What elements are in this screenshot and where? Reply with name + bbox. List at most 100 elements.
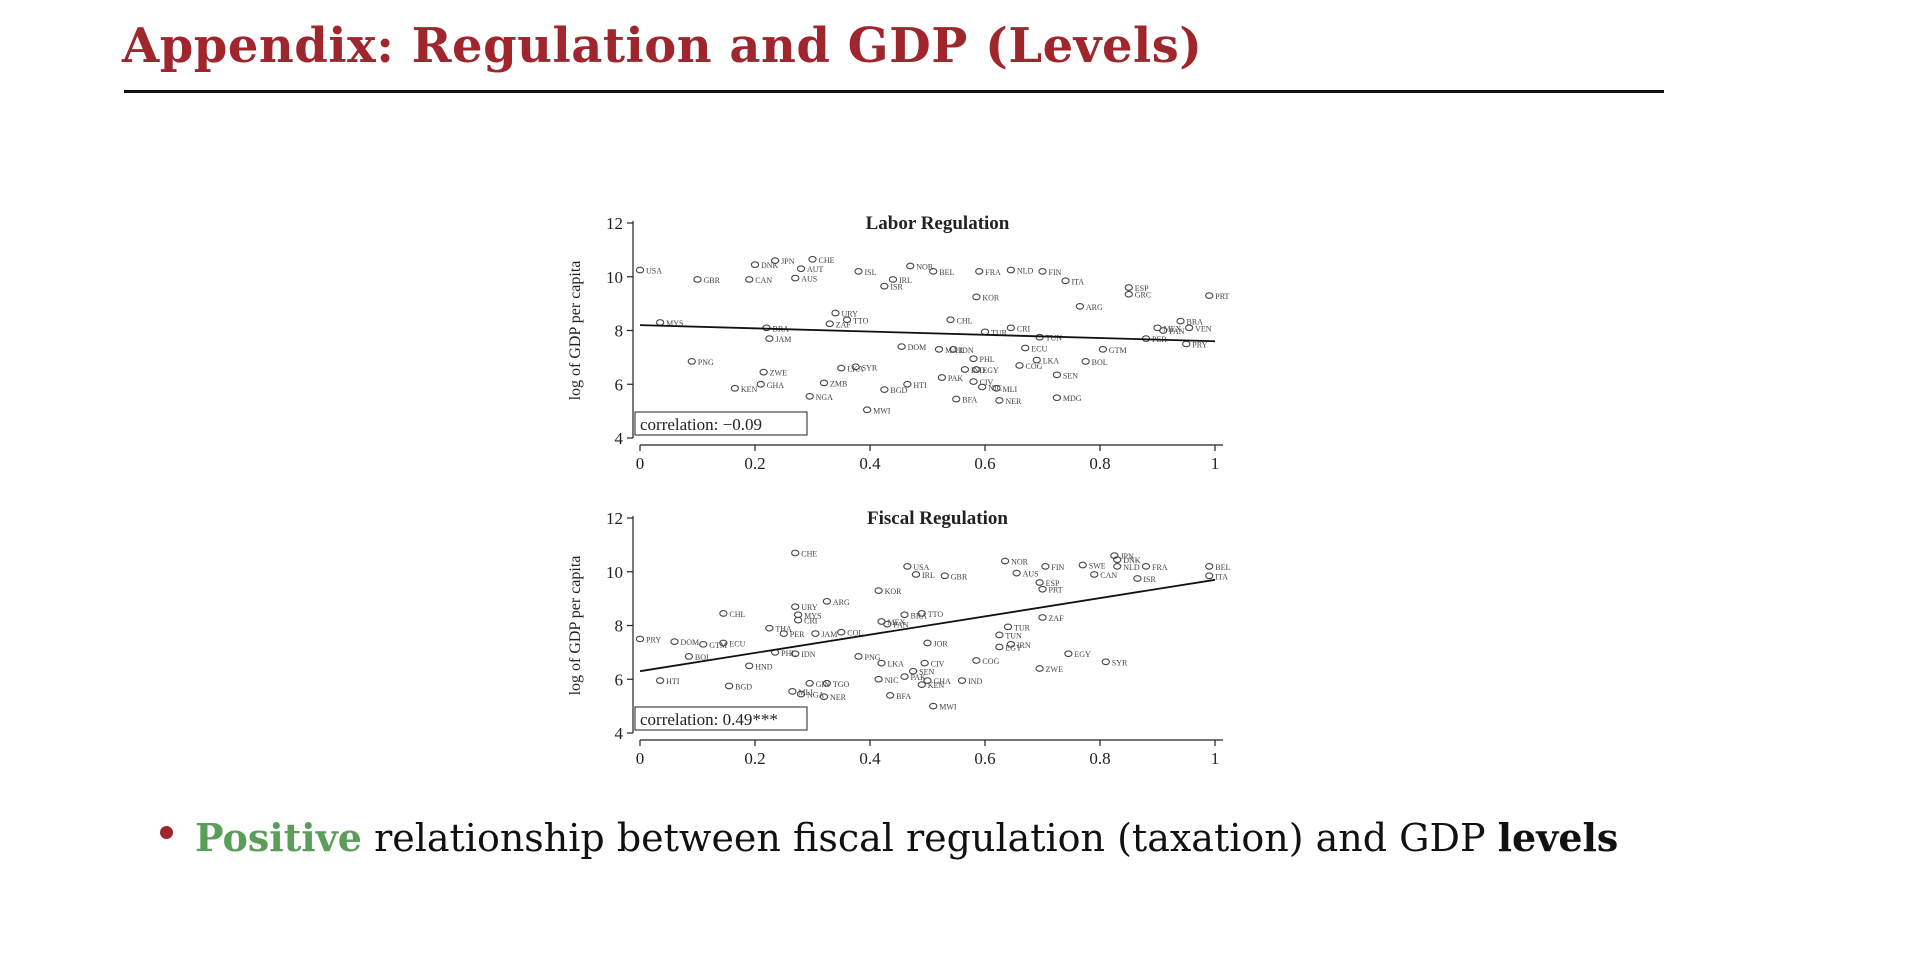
scatter-point xyxy=(791,549,800,557)
point-label: JPN xyxy=(781,257,795,266)
point-label: ARG xyxy=(1086,303,1103,312)
point-label: SEN xyxy=(919,668,934,677)
point-label: CHL xyxy=(729,610,745,619)
point-label: PER xyxy=(790,630,805,639)
scatter-point xyxy=(791,274,800,282)
scatter-point xyxy=(1006,266,1016,274)
scatter-point xyxy=(957,677,967,684)
point-label: SYR xyxy=(862,363,878,372)
scatter-point xyxy=(1205,292,1214,299)
scatter-point xyxy=(1176,317,1185,325)
point-label: PNG xyxy=(865,653,881,662)
point-label: AUS xyxy=(1023,570,1039,579)
point-label: URY xyxy=(842,310,859,319)
scatter-point xyxy=(822,679,832,687)
title-divider xyxy=(124,90,1664,93)
bullet-bold-text: levels xyxy=(1497,815,1619,860)
scatter-point xyxy=(765,624,774,632)
scatter-point xyxy=(791,603,800,611)
point-label: IRL xyxy=(922,571,935,580)
point-label: JAM xyxy=(821,630,837,639)
point-label: LKA xyxy=(847,365,864,374)
scatter-point xyxy=(1113,556,1122,564)
scatter-point xyxy=(972,657,981,664)
point-label: GHA xyxy=(767,381,785,390)
scatter-point xyxy=(1113,563,1122,570)
x-tick-label: 0.8 xyxy=(1089,749,1110,768)
scatter-point xyxy=(670,638,679,645)
point-label: USA xyxy=(913,563,929,572)
point-label: BEL xyxy=(1215,563,1230,572)
scatter-point xyxy=(655,319,665,326)
point-label: TUN xyxy=(1046,334,1063,343)
scatter-point xyxy=(1124,284,1133,291)
scatter-point xyxy=(992,384,1001,392)
x-tick-label: 0.8 xyxy=(1089,454,1110,473)
scatter-point xyxy=(880,282,889,290)
point-label: AUS xyxy=(801,275,817,284)
y-tick-label: 4 xyxy=(615,429,624,448)
scatter-point xyxy=(796,690,806,698)
scatter-point xyxy=(1075,302,1085,310)
point-label: IND xyxy=(971,366,985,375)
scatter-point xyxy=(885,692,895,699)
correlation-box xyxy=(634,411,808,436)
point-label: DOM xyxy=(908,343,927,352)
point-label: ISR xyxy=(1143,575,1156,584)
scatter-point xyxy=(923,677,932,684)
scatter-point xyxy=(831,309,840,317)
point-label: DNK xyxy=(761,261,779,270)
scatter-point xyxy=(842,316,852,324)
scatter-point xyxy=(920,659,929,667)
y-tick-label: 12 xyxy=(606,509,623,528)
fiscal-regulation-chart: 4 6 8 10 12 0 0.2 0.4 0.6 0.8 1 log of GDP per capi… xyxy=(567,508,1230,768)
scatter-point xyxy=(745,276,754,283)
y-axis-label: log of GDP per capita xyxy=(567,556,584,696)
scatter-point xyxy=(796,265,806,273)
point-label: SEN xyxy=(1063,371,1078,380)
point-label: SYR xyxy=(1112,658,1128,667)
point-label: DNK xyxy=(1123,556,1141,565)
point-label: CHE xyxy=(819,256,835,265)
scatter-point xyxy=(1021,344,1030,352)
point-label: ESP xyxy=(1135,284,1149,293)
x-tick-label: 0 xyxy=(636,454,645,473)
point-label: MEX xyxy=(888,618,906,627)
scatter-point xyxy=(960,366,970,373)
bullet-text: relationship between fiscal regulation (… xyxy=(361,815,1498,860)
point-label: BOL xyxy=(1092,358,1108,367)
point-label: TTO xyxy=(853,316,869,325)
scatter-point xyxy=(788,687,797,695)
point-label: PAN xyxy=(893,621,908,630)
chart-title: Labor Regulation xyxy=(866,213,1010,234)
point-label: SWE xyxy=(1089,562,1106,571)
y-tick-label: 6 xyxy=(615,670,624,689)
point-label: KEN xyxy=(928,681,945,690)
scatter-point xyxy=(1141,563,1151,570)
scatter-point xyxy=(862,406,872,414)
scatter-point xyxy=(770,257,780,264)
point-label: LKA xyxy=(888,660,905,669)
y-tick-label: 8 xyxy=(615,322,624,341)
point-label: ISR xyxy=(890,283,903,292)
scatter-point xyxy=(1015,362,1024,369)
scatter-point xyxy=(635,635,645,643)
point-label: GRC xyxy=(1135,291,1151,300)
scatter-point xyxy=(765,335,774,342)
point-label: MWI xyxy=(939,703,957,712)
scatter-point xyxy=(975,268,984,275)
point-label: ITA xyxy=(1072,277,1085,286)
scatter-point xyxy=(1205,572,1214,580)
scatter-point xyxy=(805,392,814,400)
correlation-label: correlation: 0.49*** xyxy=(640,710,778,729)
point-label: HTI xyxy=(666,677,680,686)
scatter-point xyxy=(756,380,765,388)
point-label: IRL xyxy=(899,276,912,285)
point-label: EGY xyxy=(982,366,999,375)
point-label: MWI xyxy=(873,406,891,415)
point-label: ECU xyxy=(729,639,745,648)
point-label: EGY xyxy=(1005,644,1022,653)
point-label: MDG xyxy=(1063,394,1082,403)
scatter-point xyxy=(908,667,918,675)
scatter-point xyxy=(917,681,926,688)
